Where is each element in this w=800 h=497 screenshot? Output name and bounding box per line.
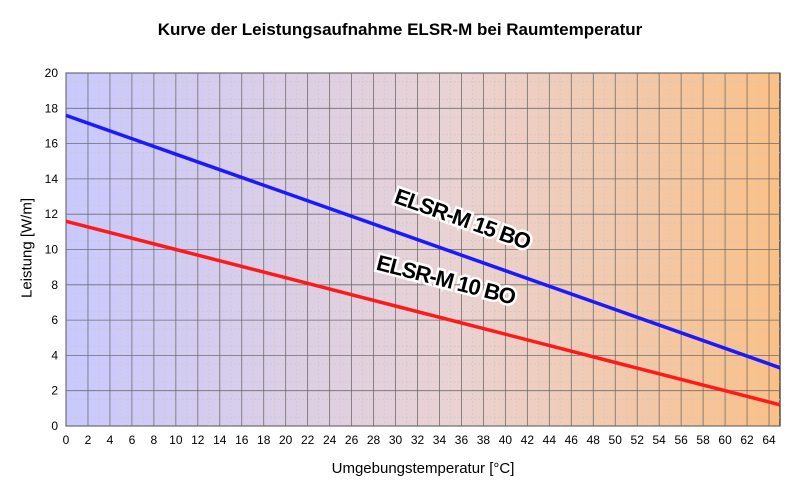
x-tick-label: 36 [455,433,469,447]
x-tick-label: 50 [609,433,623,447]
x-tick-label: 38 [477,433,491,447]
x-tick-label: 14 [213,433,227,447]
x-tick-label: 16 [235,433,249,447]
x-tick-label: 48 [587,433,601,447]
axis-ticks: 0 2 4 6 8 10 12 14 16 18 20 22 24 26 28 30 32 34 36 38 40 42 4… [45,66,776,447]
x-tick-label: 24 [323,433,337,447]
x-tick-label: 26 [345,433,359,447]
x-tick-label: 60 [718,433,732,447]
x-tick-label: 62 [740,433,754,447]
x-tick-label: 12 [191,433,205,447]
x-tick-label: 6 [129,433,136,447]
chart-title: Kurve der Leistungsaufnahme ELSR-M bei R… [157,20,643,39]
y-tick-label: 6 [51,313,58,327]
y-tick-label: 8 [51,278,58,292]
x-tick-label: 22 [301,433,315,447]
series-line-2 [65,219,781,407]
x-tick-label: 10 [169,433,183,447]
series-lines [65,113,781,407]
y-tick-label: 16 [45,137,59,151]
x-tick-label: 44 [543,433,557,447]
x-tick-label: 8 [151,433,158,447]
x-tick-label: 18 [257,433,271,447]
x-tick-label: 30 [389,433,403,447]
y-axis-label: Leistung [W/m] [18,197,36,299]
y-tick-label: 2 [51,384,58,398]
y-tick-label: 12 [45,207,59,221]
x-tick-label: 4 [107,433,114,447]
y-tick-label: 18 [45,101,59,115]
y-tick-label: 10 [45,243,59,257]
x-axis-label: Umgebungstemperatur [°C] [331,460,515,477]
x-tick-label: 56 [674,433,688,447]
x-tick-label: 42 [521,433,535,447]
x-tick-label: 0 [63,433,70,447]
x-tick-label: 64 [762,433,776,447]
series-line-1 [65,113,781,370]
y-tick-label: 20 [45,66,59,80]
x-tick-label: 20 [279,433,293,447]
x-tick-label: 46 [565,433,579,447]
x-tick-label: 40 [499,433,513,447]
x-tick-label: 58 [696,433,710,447]
x-tick-label: 32 [411,433,425,447]
x-tick-label: 54 [652,433,666,447]
y-tick-label: 4 [51,348,58,362]
y-tick-label: 14 [45,172,59,186]
x-tick-label: 28 [367,433,381,447]
y-tick-label: 0 [51,419,58,433]
x-tick-label: 34 [433,433,447,447]
x-tick-label: 52 [631,433,645,447]
x-tick-label: 2 [85,433,92,447]
